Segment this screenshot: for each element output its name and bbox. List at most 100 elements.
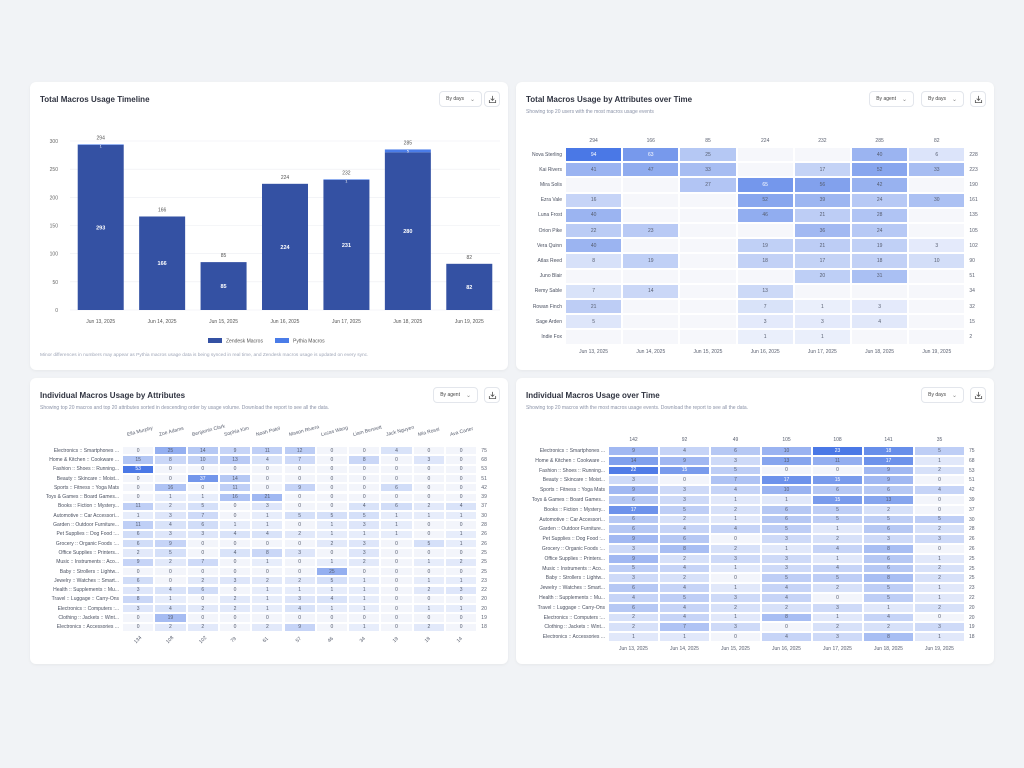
heatmap-cell[interactable]: 5 — [659, 593, 710, 603]
heatmap-cell[interactable]: 8 — [565, 253, 623, 269]
heatmap-cell[interactable]: 0 — [218, 622, 252, 632]
heatmap-cell[interactable]: 25 — [315, 566, 349, 577]
heatmap-cell[interactable] — [679, 314, 737, 330]
heatmap-cell[interactable] — [908, 283, 966, 299]
heatmap-cell[interactable]: 6 — [186, 585, 219, 595]
heatmap-cell[interactable]: 5 — [565, 314, 623, 330]
heatmap-cell[interactable]: 5 — [348, 511, 381, 521]
heatmap-cell[interactable]: 2 — [186, 622, 219, 632]
heatmap-cell[interactable]: 0 — [283, 520, 316, 530]
heatmap-cell[interactable]: 11 — [122, 501, 155, 512]
heatmap-cell[interactable]: 0 — [914, 612, 965, 623]
heatmap-cell[interactable]: 0 — [218, 557, 252, 567]
heatmap-cell[interactable]: 3 — [348, 539, 381, 549]
heatmap-cell[interactable]: 1 — [348, 594, 381, 605]
heatmap-cell[interactable]: 2 — [812, 534, 863, 544]
heatmap-cell[interactable]: 2 — [315, 539, 349, 549]
heatmap-cell[interactable]: 40 — [565, 207, 623, 223]
heatmap-cell[interactable]: 1 — [914, 553, 965, 564]
heatmap-cell[interactable] — [908, 299, 966, 315]
heatmap-cell[interactable]: 4 — [608, 593, 659, 603]
heatmap-cell[interactable]: 33 — [908, 162, 966, 178]
heatmap-cell[interactable]: 1 — [348, 576, 381, 586]
heatmap-cell[interactable]: 1 — [793, 299, 851, 315]
heatmap-cell[interactable]: 0 — [761, 465, 812, 476]
heatmap-cell[interactable]: 4 — [761, 593, 812, 603]
heatmap-cell[interactable]: 0 — [914, 495, 965, 505]
heatmap-cell[interactable]: 0 — [186, 594, 219, 605]
heatmap-cell[interactable]: 3 — [914, 622, 965, 633]
heatmap-cell[interactable]: 2 — [251, 622, 284, 632]
heatmap-cell[interactable]: 0 — [445, 520, 478, 530]
heatmap-cell[interactable]: 19 — [851, 238, 909, 254]
heatmap-cell[interactable]: 25 — [154, 446, 187, 456]
heatmap-cell[interactable]: 36 — [793, 223, 851, 239]
heatmap-cell[interactable]: 14 — [622, 283, 680, 299]
heatmap-cell[interactable]: 14 — [608, 455, 659, 466]
heatmap-cell[interactable] — [679, 207, 737, 223]
heatmap-cell[interactable]: 0 — [186, 613, 219, 623]
heatmap-cell[interactable]: 2 — [914, 524, 965, 535]
heatmap-cell[interactable]: 2 — [914, 563, 965, 574]
heatmap-cell[interactable]: 2 — [863, 622, 914, 633]
heatmap-cell[interactable]: 3 — [851, 299, 909, 315]
heatmap-cell[interactable] — [622, 207, 680, 223]
heatmap-cell[interactable]: 7 — [659, 622, 710, 633]
heatmap-cell[interactable]: 20 — [793, 268, 851, 284]
heatmap-cell[interactable]: 17 — [608, 504, 659, 515]
heatmap-cell[interactable]: 1 — [914, 455, 965, 466]
heatmap-cell[interactable]: 1 — [445, 511, 478, 521]
heatmap-cell[interactable]: 6 — [122, 576, 155, 586]
heatmap-cell[interactable]: 3 — [251, 501, 284, 512]
agent-dropdown[interactable]: By agent ⌄ — [433, 387, 478, 403]
heatmap-cell[interactable]: 8 — [122, 594, 155, 605]
heatmap-cell[interactable]: 1 — [315, 585, 349, 595]
heatmap-cell[interactable]: 2 — [154, 501, 187, 512]
heatmap-cell[interactable]: 0 — [380, 622, 413, 632]
heatmap-cell[interactable]: 0 — [380, 585, 413, 595]
heatmap-cell[interactable] — [679, 223, 737, 239]
heatmap-cell[interactable]: 4 — [251, 529, 284, 539]
heatmap-cell[interactable]: 0 — [186, 483, 219, 493]
heatmap-cell[interactable]: 0 — [348, 446, 381, 456]
heatmap-cell[interactable]: 4 — [812, 544, 863, 554]
heatmap-cell[interactable]: 0 — [412, 492, 445, 502]
heatmap-cell[interactable]: 0 — [315, 464, 349, 474]
heatmap-cell[interactable]: 23 — [622, 223, 680, 239]
heatmap-cell[interactable]: 1 — [348, 622, 381, 632]
heatmap-cell[interactable]: 8 — [348, 455, 381, 465]
heatmap-cell[interactable]: 7 — [710, 475, 761, 486]
heatmap-cell[interactable]: 9 — [608, 446, 659, 456]
heatmap-cell[interactable]: 41 — [565, 162, 623, 178]
heatmap-cell[interactable]: 21 — [251, 492, 284, 502]
heatmap-cell[interactable]: 3 — [736, 314, 794, 330]
heatmap-cell[interactable]: 0 — [710, 534, 761, 544]
heatmap-cell[interactable]: 4 — [283, 604, 316, 614]
heatmap-cell[interactable]: 1 — [412, 511, 445, 521]
heatmap-cell[interactable]: 4 — [710, 524, 761, 535]
heatmap-cell[interactable]: 27 — [679, 177, 737, 193]
heatmap-cell[interactable]: 37 — [186, 473, 219, 484]
heatmap-cell[interactable] — [908, 314, 966, 330]
heatmap-cell[interactable]: 12 — [283, 446, 316, 456]
heatmap-cell[interactable]: 24 — [851, 192, 909, 208]
heatmap-cell[interactable]: 3 — [412, 455, 445, 465]
heatmap-cell[interactable]: 0 — [445, 464, 478, 474]
heatmap-cell[interactable]: 9 — [154, 539, 187, 549]
heatmap-cell[interactable]: 4 — [380, 446, 413, 456]
heatmap-cell[interactable] — [736, 268, 794, 284]
heatmap-cell[interactable]: 0 — [445, 594, 478, 605]
heatmap-cell[interactable]: 2 — [659, 573, 710, 584]
heatmap-cell[interactable]: 17 — [863, 455, 914, 466]
heatmap-cell[interactable]: 0 — [122, 622, 155, 632]
heatmap-cell[interactable] — [908, 329, 966, 345]
heatmap-cell[interactable]: 1 — [251, 557, 284, 567]
heatmap-cell[interactable]: 4 — [154, 520, 187, 530]
heatmap-cell[interactable]: 5 — [412, 539, 445, 549]
heatmap-cell[interactable]: 4 — [863, 612, 914, 623]
heatmap-cell[interactable]: 6 — [122, 529, 155, 539]
heatmap-cell[interactable] — [908, 223, 966, 239]
heatmap-cell[interactable]: 9 — [659, 455, 710, 466]
heatmap-cell[interactable]: 0 — [218, 464, 252, 474]
heatmap-cell[interactable]: 7 — [283, 455, 316, 465]
